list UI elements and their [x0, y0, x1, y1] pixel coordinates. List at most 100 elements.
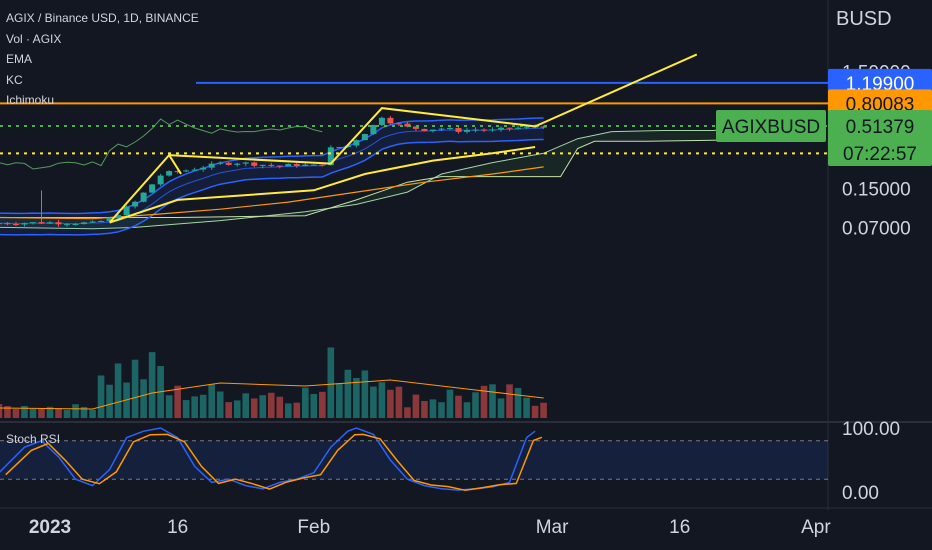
- volume-bar: [4, 406, 11, 418]
- time-axis[interactable]: 2023 16 Feb Mar 16 Apr: [29, 517, 831, 538]
- candle-body: [64, 224, 71, 226]
- price-tick-label: 0.15000: [842, 180, 911, 201]
- ema-line: [0, 166, 544, 220]
- indicator-ichimoku[interactable]: Ichimoku: [6, 93, 55, 107]
- candle-body: [463, 129, 470, 132]
- osc-tick-label: 0.00: [842, 483, 879, 504]
- candle-body: [55, 222, 62, 225]
- candle-body: [225, 162, 232, 165]
- volume-bar: [46, 406, 54, 418]
- candle-body: [489, 129, 496, 131]
- candle-body: [404, 123, 411, 127]
- volume-bars: [0, 347, 547, 418]
- volume-bar: [38, 408, 45, 418]
- chart-legend: AGIX / Binance USD, 1D, BINANCE Vol · AG…: [6, 8, 199, 111]
- volume-bar: [80, 406, 88, 418]
- cloud-span-a: [0, 126, 731, 230]
- candle-body: [506, 127, 513, 129]
- volume-bar: [114, 363, 122, 418]
- candle-body: [378, 117, 385, 125]
- candle-body: [183, 170, 190, 172]
- volume-bar: [131, 359, 139, 418]
- candle-body: [174, 171, 181, 173]
- volume-bar: [12, 409, 20, 418]
- indicator-volume[interactable]: Vol · AGIX: [6, 31, 62, 46]
- volume-bar: [506, 384, 513, 418]
- candle-body: [157, 175, 164, 185]
- candle-body: [259, 164, 266, 166]
- candle-body: [523, 126, 530, 128]
- osc-band: [0, 440, 828, 480]
- ema-slow-line: [0, 166, 544, 220]
- candle-body: [455, 128, 462, 132]
- osc-tick-label: 100.00: [842, 419, 900, 440]
- current-price-badge-bg: [828, 109, 932, 166]
- indicator-kc[interactable]: KC: [6, 72, 23, 87]
- candle-body: [310, 164, 317, 166]
- currency-label: BUSD: [836, 8, 892, 30]
- candle-body: [98, 221, 105, 223]
- pattern-support: [109, 146, 536, 224]
- current-price-label: 0.51379: [846, 117, 915, 138]
- candle-body: [38, 222, 45, 224]
- volume-bar: [421, 401, 428, 418]
- horizontal-levels[interactable]: [0, 81, 828, 155]
- drawn-pattern-lines[interactable]: [108, 53, 698, 224]
- candle-body: [395, 123, 402, 125]
- volume-bar: [89, 409, 96, 418]
- pattern-wedge-bottom: [168, 154, 182, 175]
- time-tick-label: Feb: [297, 517, 330, 538]
- volume-bar: [395, 386, 403, 418]
- volume-bar: [429, 399, 437, 418]
- candle-body: [319, 164, 326, 166]
- volume-bar: [489, 384, 496, 418]
- candle-body: [149, 184, 156, 193]
- candle-body: [251, 162, 258, 166]
- volume-bar: [404, 407, 411, 418]
- ichimoku-cloud: [0, 126, 731, 230]
- volume-bar: [387, 389, 394, 418]
- candle-body: [29, 222, 36, 224]
- volume-bar: [106, 384, 113, 418]
- symbol-badge-label: AGIXBUSD: [722, 117, 820, 138]
- volume-bar: [293, 402, 301, 418]
- volume-bar: [182, 400, 190, 418]
- lagging-line: [0, 118, 323, 170]
- volume-bar: [302, 387, 309, 418]
- candle-body: [115, 215, 122, 219]
- volume-bar: [353, 377, 360, 418]
- candles: [0, 115, 547, 227]
- volume-bar: [514, 387, 522, 418]
- countdown-label: 07:22:57: [843, 144, 917, 165]
- candle-body: [498, 127, 505, 130]
- candle-body: [47, 222, 53, 224]
- volume-bar: [208, 384, 215, 418]
- candle-body: [72, 224, 79, 226]
- symbol-title[interactable]: AGIX / Binance USD, 1D, BINANCE: [6, 11, 199, 25]
- volume-bar: [370, 386, 377, 418]
- volume-bar: [472, 392, 479, 418]
- candle-body: [208, 163, 215, 168]
- time-tick-label: 16: [669, 517, 690, 538]
- candle-body: [242, 162, 249, 164]
- volume-bar: [233, 400, 241, 418]
- candle-body: [438, 128, 445, 130]
- candle-body: [472, 129, 479, 131]
- indicator-ema[interactable]: EMA: [6, 52, 33, 66]
- candle-body: [421, 128, 428, 131]
- candle-body: [515, 127, 522, 129]
- oscillator-label[interactable]: Stoch RSI: [6, 432, 61, 446]
- candle-body: [429, 129, 436, 131]
- candle-body: [327, 147, 334, 166]
- volume-bar: [412, 394, 420, 418]
- symbol-badge-bg: [716, 109, 826, 142]
- candle-body: [106, 218, 113, 222]
- volume-bar: [174, 385, 181, 418]
- candle-body: [387, 117, 394, 124]
- candle-body: [353, 140, 360, 146]
- volume-bar: [216, 391, 224, 418]
- volume-bar: [21, 405, 28, 418]
- volume-bar: [63, 409, 71, 418]
- volume-bar: [455, 395, 462, 418]
